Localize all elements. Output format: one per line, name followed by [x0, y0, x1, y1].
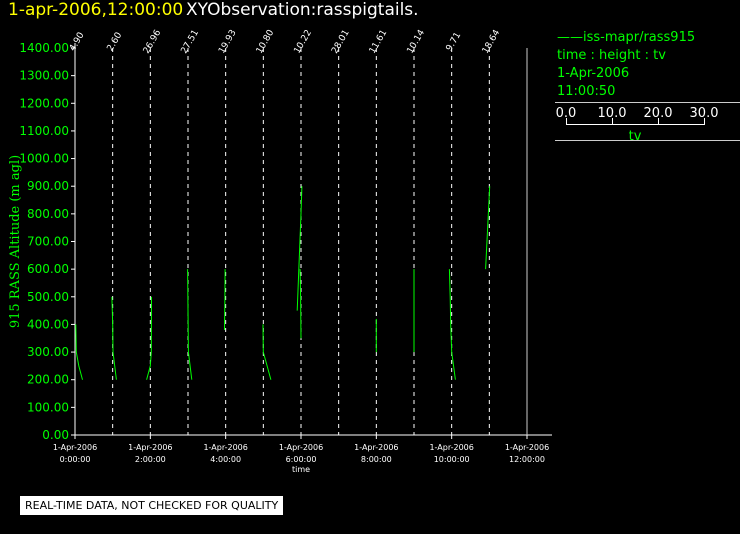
tv-scale-bar — [566, 124, 704, 125]
x-tick-time: 12:00:00 — [509, 455, 545, 464]
x-tick-time: 8:00:00 — [361, 455, 392, 464]
profile-trace — [299, 269, 302, 339]
profile-trace — [146, 296, 152, 380]
y-tick-label: 1000.00 — [19, 152, 69, 166]
x-tick-date: 1-Apr-2006 — [429, 443, 473, 452]
x-tick-time: 0:00:00 — [60, 455, 91, 464]
tv-scale-tick — [658, 118, 659, 125]
tv-scale-tick — [612, 118, 613, 125]
x-tick-time: 10:00:00 — [434, 455, 470, 464]
y-tick-label: 1100.00 — [19, 124, 69, 138]
legend-date: 1-Apr-2006 — [557, 66, 630, 81]
profile-label: 10.80 — [255, 28, 277, 56]
profile-trace — [187, 269, 193, 380]
legend-variables: time : height : tv — [557, 48, 666, 63]
profile-label: 2.60 — [106, 31, 125, 54]
tv-scale-tick — [704, 118, 705, 125]
header-timestamp: 1-apr-2006,12:00:00 — [8, 0, 184, 20]
x-tick-date: 1-Apr-2006 — [203, 443, 247, 452]
y-tick-label: 800.00 — [27, 207, 69, 221]
tv-scale-label: 30.0 — [689, 106, 719, 121]
x-tick-date: 1-Apr-2006 — [128, 443, 172, 452]
profile-label: 19.93 — [217, 28, 239, 55]
y-tick-label: 500.00 — [27, 290, 69, 304]
tv-scale-label: 10.0 — [597, 106, 627, 121]
x-tick-date: 1-Apr-2006 — [53, 443, 97, 452]
header-title: XYObservation:rasspigtails. — [186, 0, 419, 20]
profile-label: 27.51 — [179, 28, 201, 55]
x-tick-date: 1-Apr-2006 — [354, 443, 398, 452]
profile-trace — [448, 269, 456, 380]
x-tick-time: 2:00:00 — [135, 455, 166, 464]
y-tick-label: 400.00 — [27, 317, 69, 331]
profile-label: 9.71 — [445, 31, 464, 53]
y-tick-label: 100.00 — [27, 400, 69, 414]
y-tick-label: 900.00 — [27, 179, 69, 193]
y-axis-title: 915 RASS Altitude (m agl) — [8, 155, 23, 328]
x-axis-title: time — [292, 465, 310, 474]
profile-label: 11.61 — [368, 28, 390, 55]
y-tick-label: 700.00 — [27, 235, 69, 249]
profile-trace — [224, 269, 226, 331]
x-tick-date: 1-Apr-2006 — [505, 443, 549, 452]
y-tick-label: 300.00 — [27, 345, 69, 359]
profile-trace — [262, 324, 272, 380]
profile-trace — [296, 186, 303, 311]
legend-time: 11:00:50 — [557, 84, 616, 99]
profile-label: 10.14 — [405, 28, 427, 56]
y-tick-label: 1300.00 — [19, 69, 69, 83]
tv-scale-title: tv — [628, 129, 642, 144]
profile-label: 26.96 — [142, 28, 164, 56]
y-tick-label: 200.00 — [27, 373, 69, 387]
y-tick-label: 600.00 — [27, 262, 69, 276]
profile-label: 18.64 — [481, 28, 503, 56]
x-tick-time: 4:00:00 — [210, 455, 241, 464]
y-tick-label: 1400.00 — [19, 41, 69, 55]
profile-trace — [75, 324, 83, 380]
legend-divider-top — [555, 102, 740, 103]
tv-scale-label: 20.0 — [643, 106, 673, 121]
x-tick-date: 1-Apr-2006 — [279, 443, 323, 452]
profile-label: 28.01 — [330, 28, 352, 55]
profile-trace — [485, 186, 491, 270]
profile-label: 4.90 — [68, 31, 87, 54]
y-tick-label: 1200.00 — [19, 96, 69, 110]
quality-disclaimer: REAL-TIME DATA, NOT CHECKED FOR QUALITY — [19, 495, 285, 516]
profile-label: 10.22 — [292, 28, 314, 55]
x-tick-time: 6:00:00 — [286, 455, 317, 464]
legend-series: ——iss-mapr/rass915 — [557, 30, 696, 45]
legend-divider-bottom — [555, 140, 740, 141]
profile-trace — [111, 296, 117, 380]
y-tick-label: 0.00 — [42, 428, 69, 442]
tv-scale-label: 0.0 — [555, 106, 577, 121]
tv-scale-tick — [566, 118, 567, 125]
